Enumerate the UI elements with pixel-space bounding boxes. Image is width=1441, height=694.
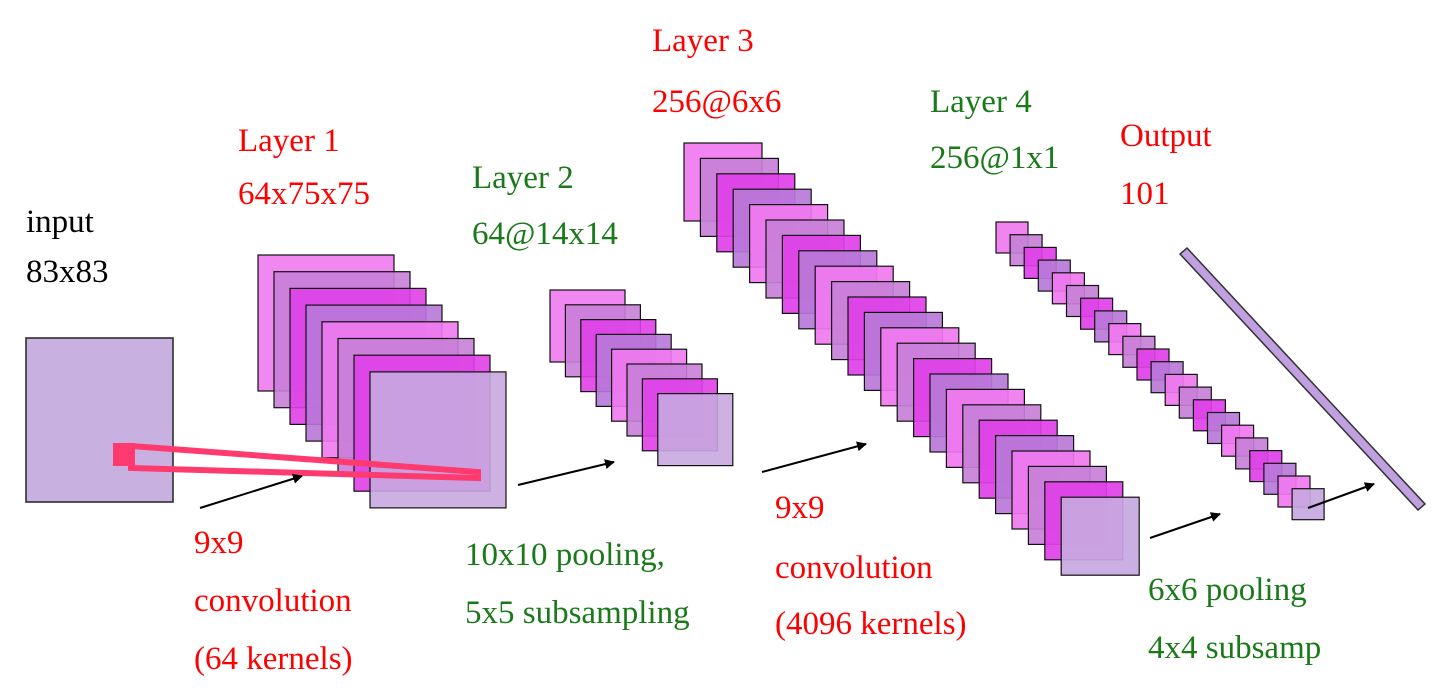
pool2-op: 6x6 pooling — [1148, 572, 1307, 608]
layer1-feature-maps — [257, 254, 507, 509]
arrow-pool2 — [1149, 512, 1221, 539]
output-size: 101 — [1120, 176, 1170, 212]
feature-map — [657, 393, 734, 467]
conv2-kernel-size: 9x9 — [775, 490, 825, 526]
input-title: input — [26, 204, 94, 240]
layer1-size: 64x75x75 — [238, 176, 370, 212]
output-vector — [1178, 246, 1427, 512]
pool2-subsampling: 4x4 subsamp — [1148, 630, 1322, 666]
layer2-feature-maps — [549, 289, 734, 467]
kernel-projection — [128, 442, 481, 482]
layer4-feature-maps — [995, 221, 1325, 521]
layer4-size: 256@1x1 — [930, 140, 1060, 176]
feature-map — [369, 371, 507, 509]
pool1-subsampling: 5x5 subsampling — [465, 595, 690, 631]
output-title: Output — [1120, 118, 1212, 154]
layer3-size: 256@6x6 — [652, 84, 782, 120]
conv1-op: convolution — [194, 583, 352, 619]
input-size: 83x83 — [26, 254, 109, 290]
conv2-kernel-count: (4096 kernels) — [775, 606, 967, 642]
layer2-size: 64@14x14 — [472, 216, 618, 252]
conv1-kernel-size: 9x9 — [194, 525, 244, 561]
feature-map — [1060, 496, 1140, 576]
conv2-op: convolution — [775, 550, 933, 586]
arrow-conv1 — [199, 473, 303, 509]
layer3-title: Layer 3 — [652, 23, 754, 59]
layer4-title: Layer 4 — [930, 84, 1032, 120]
conv1-kernel-count: (64 kernels) — [194, 641, 353, 677]
pool1-op: 10x10 pooling, — [465, 537, 665, 573]
layer2-title: Layer 2 — [472, 160, 574, 196]
arrow-output — [1307, 482, 1375, 509]
layer3-feature-maps — [683, 142, 1140, 576]
arrow-pool1 — [517, 459, 615, 486]
layer1-title: Layer 1 — [238, 123, 340, 159]
input-image — [25, 337, 174, 503]
kernel-receptive-field — [113, 442, 481, 482]
arrow-conv2 — [761, 441, 867, 473]
